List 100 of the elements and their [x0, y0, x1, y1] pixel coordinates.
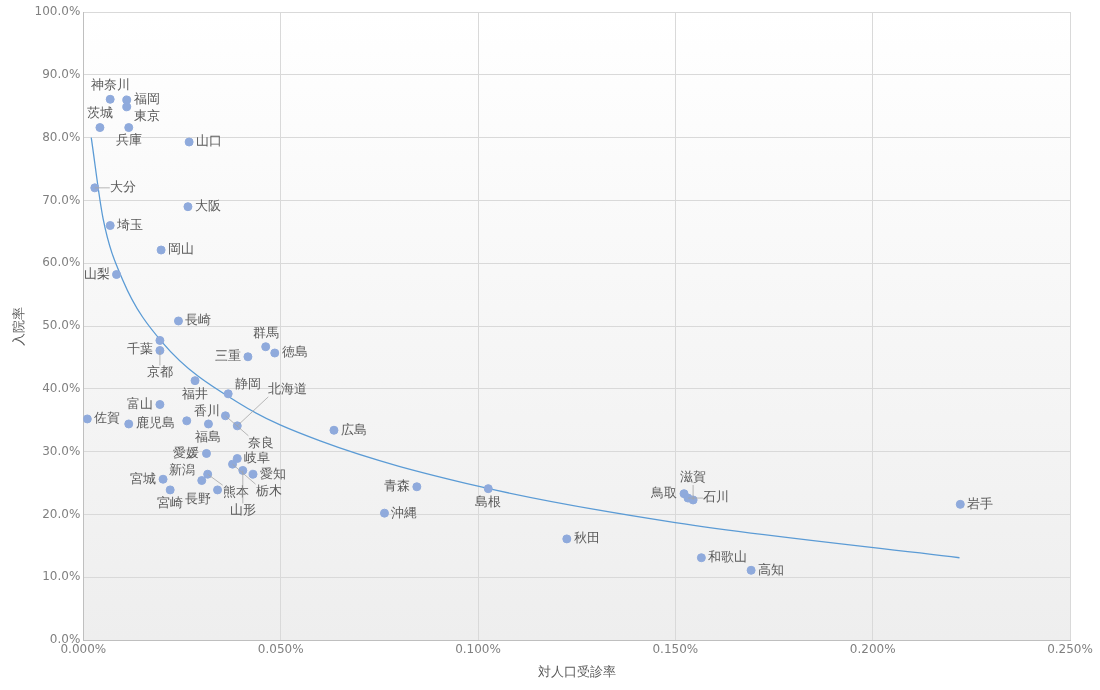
annotation: 宮城	[130, 470, 157, 486]
y-tick-label: 40.0%	[42, 380, 81, 395]
annotation: 福島	[195, 428, 222, 444]
annotation: 東京	[133, 107, 160, 123]
y-tick-label: 50.0%	[42, 318, 81, 333]
annotation: 茨城	[86, 105, 113, 121]
point	[90, 183, 100, 193]
y-tick-label: 10.0%	[42, 569, 81, 584]
annotation: 宮崎	[157, 494, 184, 510]
annotation: 和歌山	[708, 549, 748, 565]
annotation: 石川	[702, 489, 729, 505]
point	[329, 425, 339, 435]
annotation: 大分	[109, 179, 136, 195]
point	[197, 475, 207, 485]
annotation: 埼玉	[116, 216, 144, 232]
annotation: 栃木	[255, 483, 282, 499]
annotation: 佐賀	[94, 410, 121, 426]
annotation: 青森	[383, 478, 410, 494]
annotation: 群馬	[252, 324, 279, 340]
annotation: 広島	[340, 421, 367, 437]
point	[190, 376, 200, 386]
x-tick-label: 0.050%	[257, 642, 304, 657]
x-tick-label: 0.150%	[652, 642, 699, 657]
point	[483, 484, 493, 494]
annotation: 北海道	[268, 380, 308, 396]
point	[379, 508, 389, 518]
y-tick-label: 80.0%	[42, 129, 81, 144]
point	[165, 485, 175, 495]
x-tick-label: 0.000%	[60, 642, 107, 657]
point	[201, 448, 211, 458]
point	[83, 414, 92, 424]
x-tick-label: 0.250%	[1047, 642, 1093, 657]
annotation: 秋田	[573, 530, 600, 546]
y-tick-label: 90.0%	[42, 66, 81, 81]
point	[182, 416, 192, 426]
annotation: 岩手	[967, 495, 994, 511]
point	[955, 499, 965, 509]
annotation: 千葉	[126, 341, 153, 357]
point	[158, 474, 168, 484]
y-tick-label: 20.0%	[42, 506, 81, 521]
point	[155, 335, 165, 345]
point	[243, 352, 253, 362]
annotation: 岐阜	[244, 449, 271, 465]
point	[248, 469, 258, 479]
point	[155, 400, 165, 409]
annotation: 高知	[758, 561, 785, 577]
annotation: 京都	[146, 364, 173, 380]
annotation: 福井	[182, 385, 209, 401]
point	[105, 94, 115, 104]
point	[95, 123, 105, 133]
annotation: 長野	[184, 490, 211, 506]
annotation: 兵庫	[115, 132, 142, 148]
annotation: 鹿児島	[135, 415, 175, 431]
annotation: 大阪	[194, 198, 221, 214]
annotation: 神奈川	[90, 77, 130, 93]
point	[183, 202, 193, 212]
point	[184, 137, 194, 147]
annotation: 山口	[196, 133, 223, 149]
annotation: 徳島	[281, 344, 308, 360]
point	[746, 565, 756, 575]
annotation: 新潟	[168, 462, 195, 478]
x-tick-label: 0.100%	[455, 642, 501, 657]
point	[173, 316, 183, 326]
x-axis-title: 対人口受診率	[537, 663, 616, 679]
annotation: 山梨	[83, 265, 110, 281]
y-tick-label: 60.0%	[42, 255, 81, 270]
point	[270, 348, 280, 358]
x-tick-label: 0.200%	[849, 642, 896, 657]
y-tick-label: 70.0%	[42, 192, 81, 207]
point	[223, 389, 233, 399]
annotation: 愛媛	[173, 444, 200, 460]
annotation: 長崎	[185, 312, 212, 328]
annotation: 三重	[214, 348, 241, 364]
y-tick-label: 30.0%	[42, 443, 81, 458]
annotation: 鳥取	[650, 485, 678, 501]
annotation: 熊本	[222, 484, 249, 500]
y-axis-title: 入院率	[11, 306, 27, 346]
annotation: 島根	[475, 493, 502, 509]
point	[562, 534, 572, 544]
point	[105, 221, 115, 231]
point	[696, 553, 706, 563]
point	[124, 123, 134, 133]
annotation: 静岡	[235, 375, 262, 391]
point	[261, 342, 271, 352]
annotation: 山形	[229, 502, 256, 518]
point	[112, 270, 122, 279]
annotation: 富山	[126, 395, 153, 411]
annotation: 岡山	[168, 241, 195, 257]
point	[156, 245, 166, 255]
annotation: 滋賀	[680, 468, 707, 484]
point	[213, 485, 223, 495]
y-tick-label: 100.0%	[34, 4, 81, 19]
point	[203, 419, 213, 429]
point	[122, 102, 132, 112]
point	[412, 482, 422, 492]
annotation: 福岡	[133, 91, 160, 107]
annotation: 愛知	[260, 465, 287, 481]
annotation: 香川	[193, 402, 220, 418]
annotation: 沖縄	[391, 504, 418, 520]
annotation: 奈良	[248, 434, 275, 450]
